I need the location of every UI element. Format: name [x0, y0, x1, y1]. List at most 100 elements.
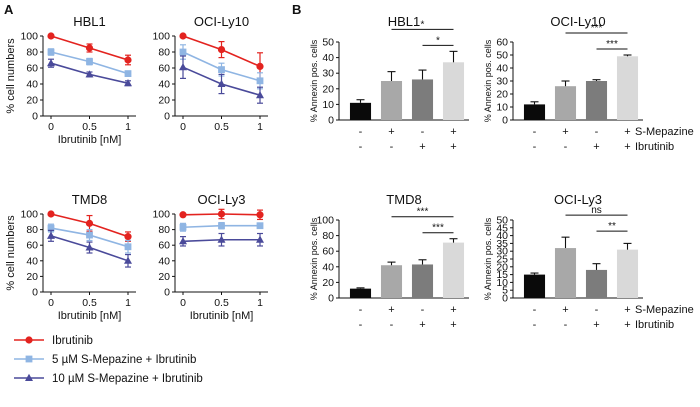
condition-sign: - [390, 141, 394, 153]
chart-title: OCI-Ly10 [194, 14, 249, 29]
data-point [256, 211, 264, 219]
y-tick-label: 20 [26, 95, 38, 107]
chart-title: HBL1 [388, 14, 421, 29]
condition-sign: + [593, 319, 599, 331]
y-tick-label: 50 [496, 215, 508, 227]
data-point [218, 222, 225, 230]
data-point [85, 219, 94, 227]
y-tick-label: 80 [158, 47, 170, 59]
condition-sign: - [533, 304, 537, 316]
condition-sign: + [624, 319, 630, 331]
data-point [217, 79, 226, 87]
condition-sign: - [359, 304, 363, 316]
data-point [179, 32, 187, 40]
y-tick-label: 50 [322, 37, 334, 49]
data-point [217, 235, 226, 243]
condition-sign: + [562, 126, 568, 138]
y-tick-label: 40 [158, 79, 170, 91]
y-tick-label: 10 [322, 99, 334, 111]
y-tick-label: 60 [322, 246, 334, 258]
y-tick-label: 15 [496, 269, 508, 281]
data-point [47, 48, 55, 56]
y-tick-label: 80 [26, 47, 38, 59]
chart-title: OCI-Ly10 [550, 14, 605, 29]
legend-marker [25, 336, 33, 344]
bar [411, 79, 434, 120]
legend-label: Ibrutinib [52, 335, 93, 347]
data-point [124, 233, 132, 241]
x-axis-label: Ibrutinib [nM] [58, 134, 122, 146]
data-point [179, 237, 187, 245]
condition-sign: - [359, 141, 363, 153]
x-tick-label: 0.5 [82, 121, 97, 133]
condition-sign: + [419, 319, 425, 331]
panel-label-a: A [4, 2, 14, 17]
chart-title: TMD8 [386, 192, 421, 207]
y-tick-label: 0 [502, 293, 508, 305]
data-point [47, 32, 55, 40]
bar [554, 248, 577, 298]
legend-marker [25, 355, 33, 363]
condition-row-label: S-Mepazine [635, 126, 694, 138]
y-tick-label: 35 [496, 238, 508, 250]
x-tick-label: 1 [257, 297, 263, 309]
x-tick-label: 0 [48, 121, 54, 133]
data-point [124, 243, 132, 251]
y-tick-label: 40 [26, 79, 38, 91]
data-point [47, 231, 55, 239]
y-tick-label: 25 [496, 254, 508, 266]
y-tick-label: 60 [158, 240, 170, 252]
line-chart-1: OCI-Ly10 0 20 40 60 80 100 0 0.5 1 [152, 14, 268, 133]
y-tick-label: 60 [496, 37, 508, 49]
legend-label: 10 µM S-Mepazine + Ibrutinib [52, 373, 203, 385]
x-tick-label: 0 [180, 297, 186, 309]
condition-sign: - [595, 304, 599, 316]
x-tick-label: 0.5 [214, 121, 229, 133]
condition-sign: - [421, 126, 425, 138]
x-tick-label: 0 [180, 121, 186, 133]
x-axis-label: Ibrutinib [nM] [58, 310, 122, 322]
data-point [85, 70, 94, 78]
x-tick-label: 1 [257, 121, 263, 133]
y-tick-label: 0 [32, 111, 38, 123]
y-tick-label: 0 [164, 287, 170, 299]
y-axis-label: % Annexin pos. cells [483, 217, 493, 300]
data-point [86, 231, 93, 239]
y-tick-label: 100 [20, 31, 38, 43]
condition-sign: + [450, 319, 456, 331]
data-point [85, 44, 94, 52]
significance-label: * [421, 19, 425, 30]
y-tick-label: 20 [322, 277, 334, 289]
y-tick-label: 40 [158, 255, 170, 267]
legend-label: 5 µM S-Mepazine + Ibrutinib [52, 354, 196, 366]
condition-sign: - [595, 126, 599, 138]
panel-label-b: B [292, 2, 301, 17]
chart-title: OCI-Ly3 [198, 192, 246, 207]
chart-title: OCI-Ly3 [554, 192, 602, 207]
bar [380, 265, 403, 298]
condition-sign: - [564, 141, 568, 153]
significance-label: *** [591, 23, 603, 34]
bar [523, 274, 546, 298]
data-point [124, 256, 132, 264]
condition-row-label: S-Mepazine [635, 304, 694, 316]
data-point [256, 222, 264, 230]
y-tick-label: 60 [26, 63, 38, 75]
y-tick-label: 20 [158, 271, 170, 283]
data-point [124, 70, 132, 77]
data-point [85, 243, 94, 251]
condition-sign: + [388, 126, 394, 138]
y-tick-label: 80 [322, 230, 334, 242]
y-tick-label: 40 [322, 52, 334, 64]
y-axis-label: % cell numbers [5, 215, 17, 291]
condition-sign: + [419, 141, 425, 153]
legend: Ibrutinib 5 µM S-Mepazine + Ibrutinib 10 µ… [14, 335, 203, 385]
significance-label: ** [608, 221, 616, 232]
y-tick-label: 40 [26, 255, 38, 267]
y-tick-label: 45 [496, 222, 508, 234]
condition-sign: + [624, 304, 630, 316]
y-tick-label: 20 [322, 83, 334, 95]
